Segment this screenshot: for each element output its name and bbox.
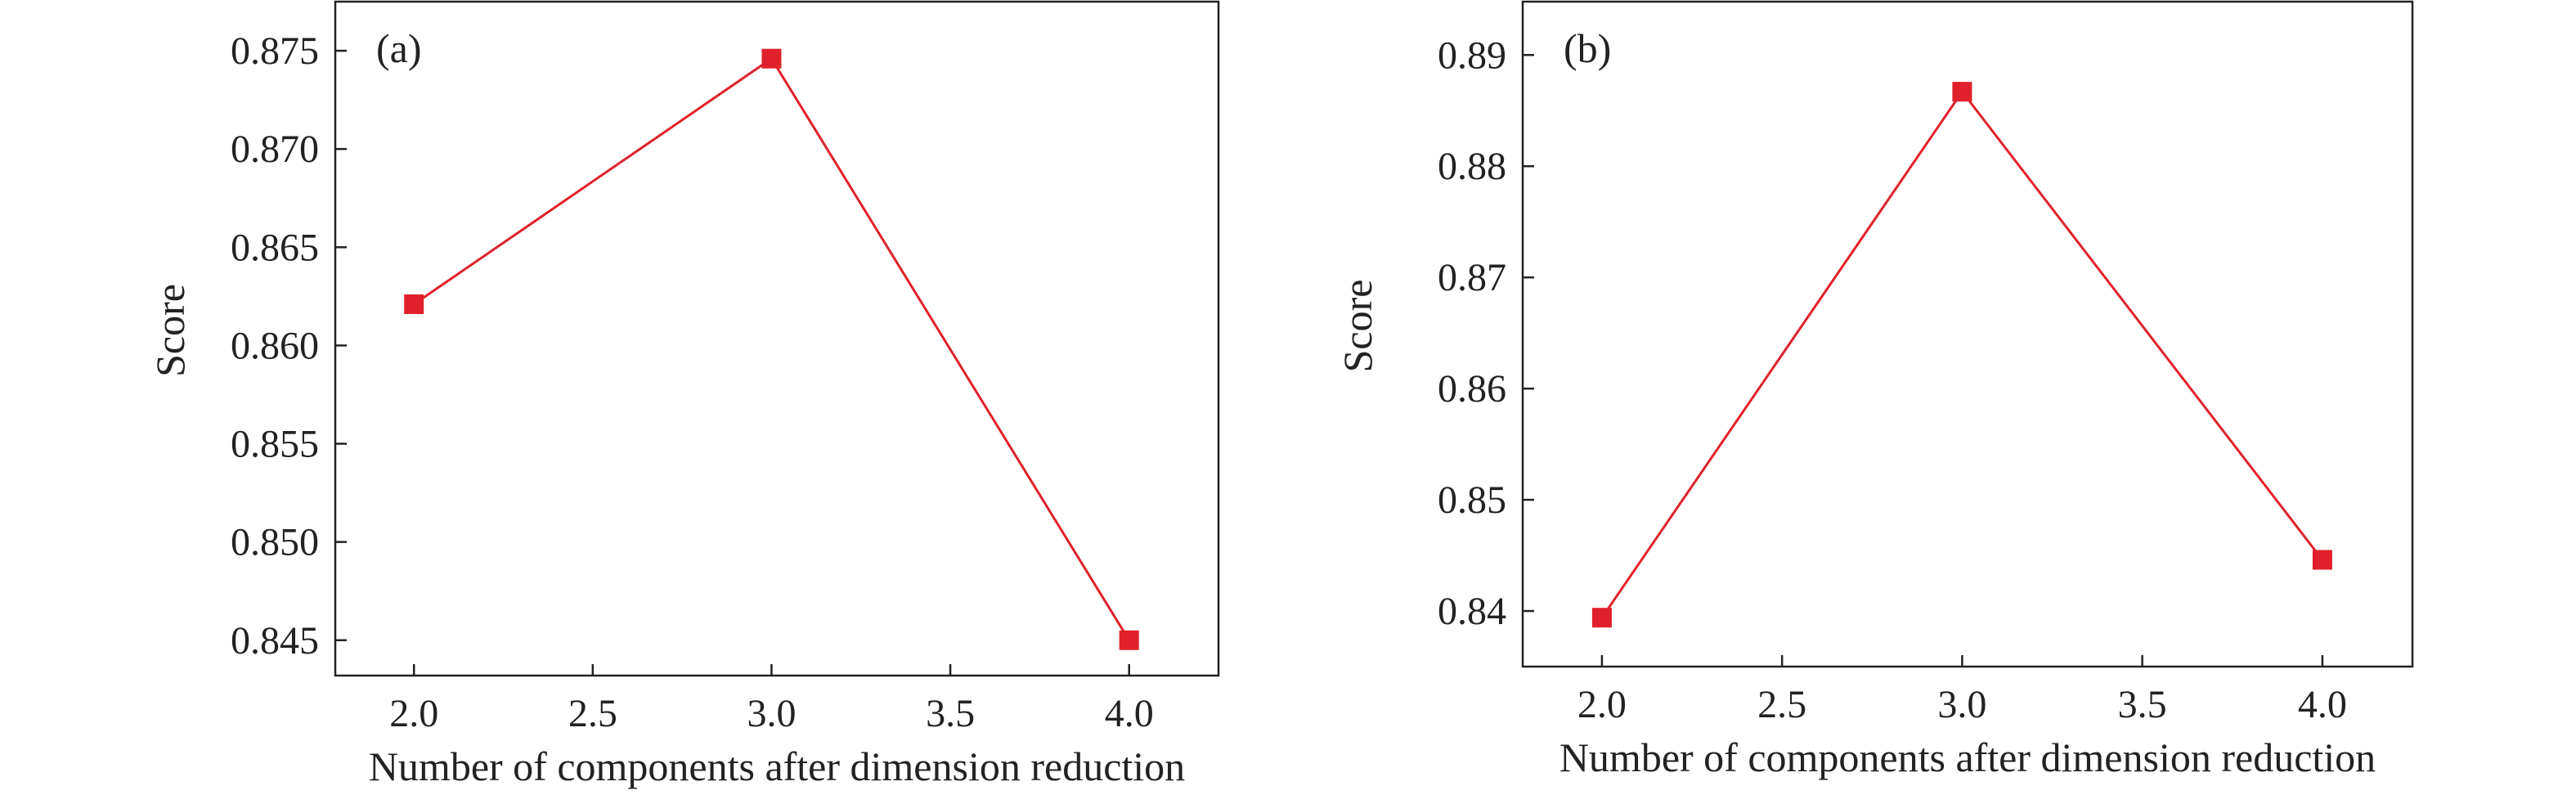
chart-b-data-point [1591, 608, 1612, 628]
chart-a-y-tick-label: 0.870 [231, 128, 319, 171]
chart-b-data-point [2312, 550, 2332, 570]
chart-b-x-tick-label: 2.5 [1757, 683, 1806, 726]
chart-b-series-line [1600, 89, 2324, 619]
chart-a-x-tick-label: 4.0 [1105, 692, 1154, 735]
chart-b-y-tick-label: 0.87 [1438, 256, 1506, 299]
chart-a-x-tick-label: 2.0 [389, 692, 438, 735]
chart-a-data-point [761, 48, 782, 69]
chart-b-data-point [1952, 82, 1972, 102]
chart-a-y-tick-label: 0.875 [231, 29, 319, 73]
chart-a-x-tick-label: 2.5 [568, 692, 617, 735]
chart-a-y-tick-label: 0.855 [231, 423, 319, 466]
chart-a-x-tick-label: 3.0 [747, 692, 796, 735]
chart-a-x-axis-title: Number of components after dimension red… [369, 743, 1185, 789]
chart-a-data-point [404, 294, 424, 314]
chart-a-y-tick-label: 0.845 [231, 619, 319, 662]
chart-b-y-tick-label: 0.85 [1438, 478, 1506, 522]
chart-b-y-tick-label: 0.88 [1438, 145, 1506, 188]
chart-a-y-tick-label: 0.850 [231, 521, 319, 564]
chart-b-panel-label: (b) [1564, 25, 1611, 71]
chart-a-plot-frame [334, 0, 1220, 677]
chart-a-x-tick-label: 3.5 [926, 692, 975, 735]
chart-b-x-tick-label: 3.5 [2118, 683, 2167, 726]
chart-b-plot-frame [1521, 0, 2414, 668]
chart-a-series-line [413, 56, 1130, 641]
chart-a-y-tick-label: 0.865 [231, 226, 319, 269]
chart-b-x-axis-title: Number of components after dimension red… [1560, 734, 2376, 780]
chart-b-x-tick-label: 4.0 [2298, 683, 2347, 726]
chart-a-data-point [1119, 630, 1139, 650]
chart-a-y-axis-title: Score [147, 284, 193, 377]
chart-b-x-tick-label: 3.0 [1937, 683, 1986, 726]
chart-b-y-tick-label: 0.84 [1438, 590, 1506, 633]
chart-b-y-axis-title: Score [1335, 280, 1380, 373]
chart-b-y-tick-label: 0.89 [1438, 34, 1506, 77]
chart-b-y-tick-label: 0.86 [1438, 367, 1506, 411]
chart-a-panel-label: (a) [376, 25, 422, 71]
chart-a-y-tick-label: 0.860 [231, 324, 319, 367]
chart-b-x-tick-label: 2.0 [1577, 683, 1627, 726]
